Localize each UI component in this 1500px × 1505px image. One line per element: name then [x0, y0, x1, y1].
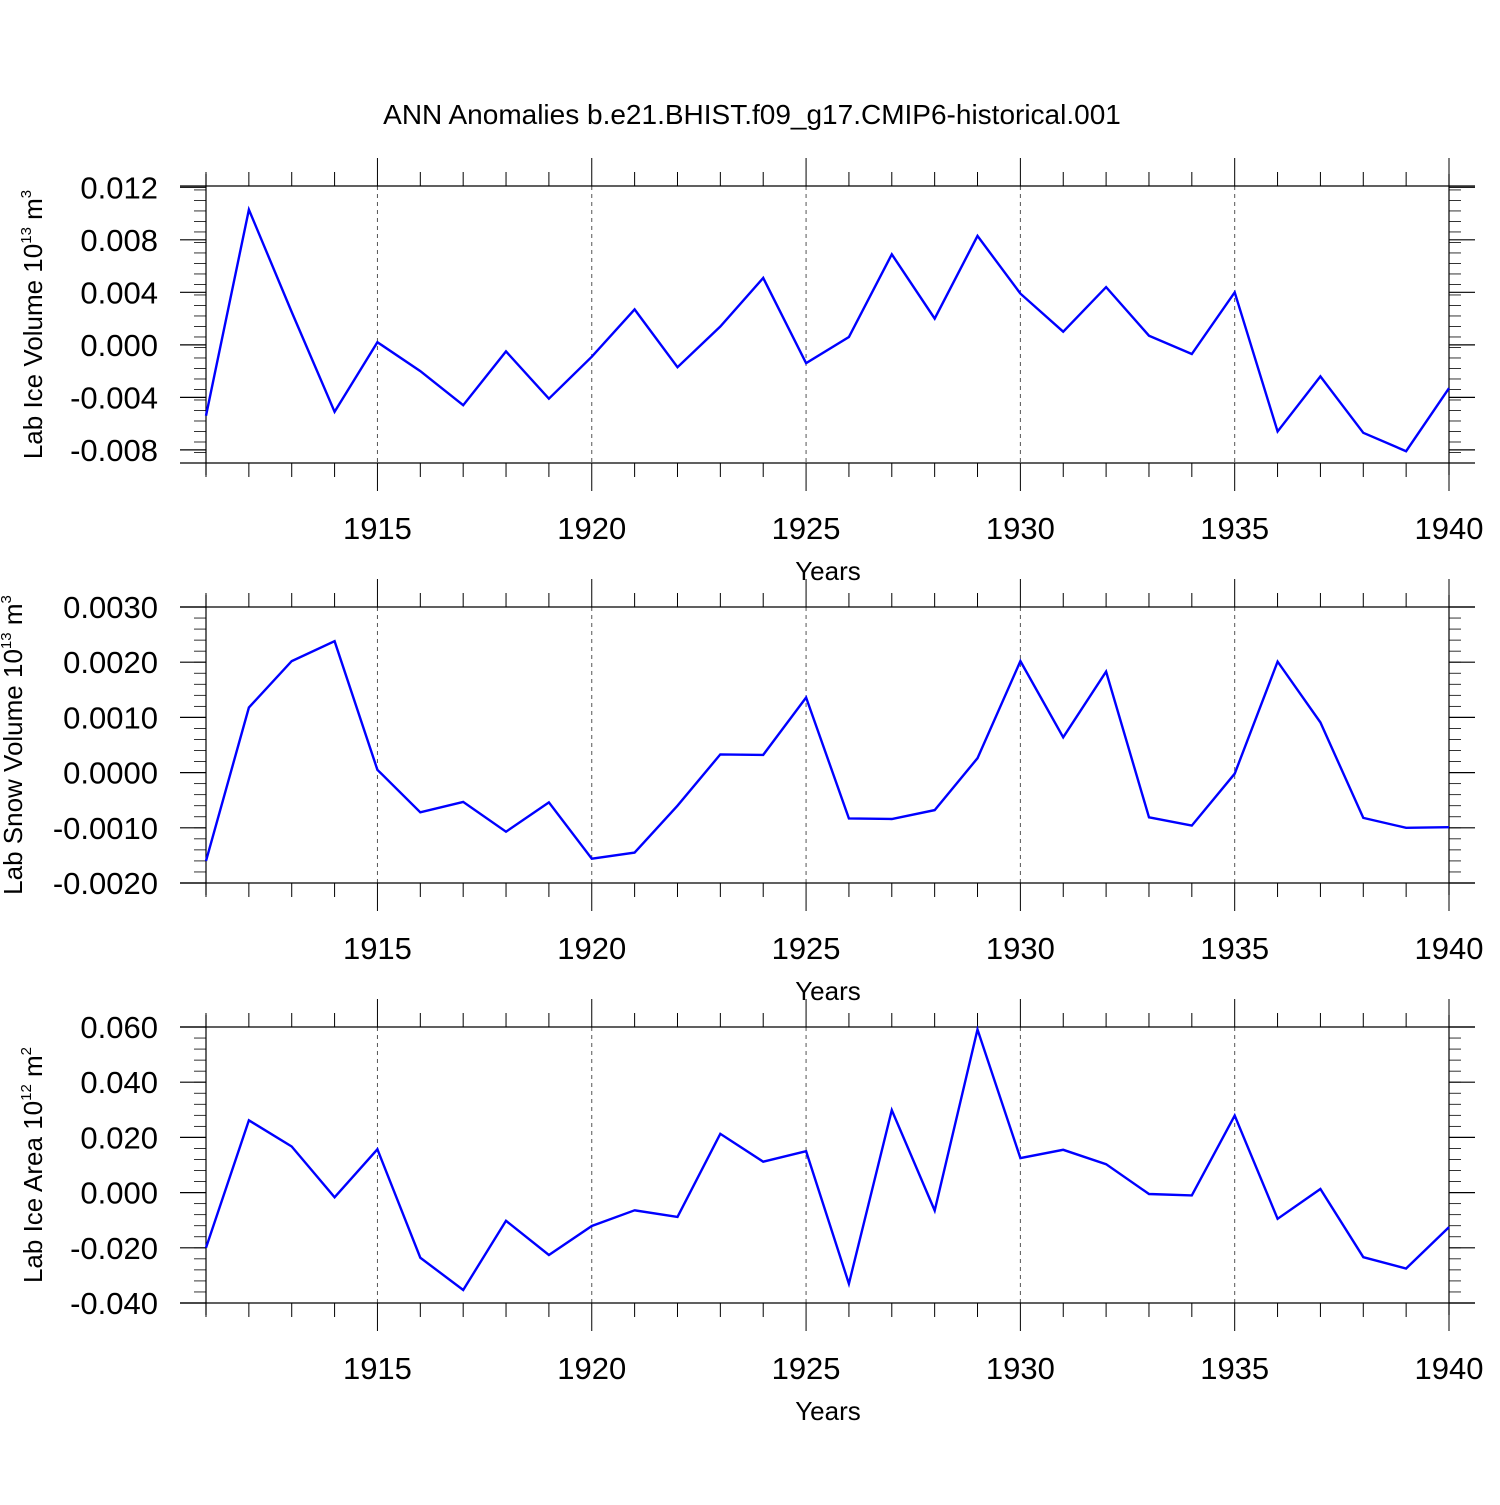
x-tick-label: 1920: [557, 931, 626, 966]
x-tick-label: 1940: [1415, 1351, 1484, 1386]
x-axis-label: Years: [795, 556, 861, 586]
y-tick-label: -0.004: [70, 380, 158, 415]
x-tick-label: 1935: [1200, 931, 1269, 966]
chart-panel-3: -0.040 -0.020 0.000 0.020 0.040 0.060 1915 1920…: [18, 999, 1483, 1426]
x-tick-label: 1915: [343, 1351, 412, 1386]
x-tick-label: 1930: [986, 931, 1055, 966]
y-tick-label: 0.0030: [63, 590, 158, 625]
x-axis-label: Years: [795, 1396, 861, 1426]
y-tick-label: -0.008: [70, 433, 158, 468]
y-tick-label: 0.020: [80, 1120, 158, 1155]
x-tick-label: 1920: [557, 511, 626, 546]
y-tick-label: 0.012: [80, 170, 158, 205]
y-tick-label: 0.040: [80, 1065, 158, 1100]
x-tick-label: 1940: [1415, 511, 1484, 546]
x-tick-label: 1925: [772, 931, 841, 966]
x-tick-label: 1915: [343, 511, 412, 546]
x-tick-label: 1920: [557, 1351, 626, 1386]
x-tick-label: 1925: [772, 511, 841, 546]
x-tick-label: 1935: [1200, 511, 1269, 546]
x-tick-label: 1935: [1200, 1351, 1269, 1386]
y-axis-label: Lab Ice Volume 1013 m3: [18, 190, 48, 459]
chart-panel-1: -0.008 -0.004 0.000 0.004 0.008 0.012 1915 1920…: [18, 158, 1483, 586]
y-tick-label: 0.060: [80, 1010, 158, 1045]
y-tick-label: -0.020: [70, 1231, 158, 1266]
y-tick-label: 0.000: [80, 1176, 158, 1211]
y-tick-label: 0.000: [80, 328, 158, 363]
series-line: [204, 1025, 1450, 1292]
y-tick-label: 0.004: [80, 275, 158, 310]
x-tick-label: 1925: [772, 1351, 841, 1386]
y-tick-label: -0.0010: [53, 811, 158, 846]
chart-panel-2: -0.0020 -0.0010 0.0000 0.0010 0.0020 0.0030 19…: [0, 579, 1483, 1006]
y-tick-label: -0.040: [70, 1286, 158, 1321]
y-axis-label: Lab Snow Volume 1013 m3: [0, 595, 28, 895]
x-tick-label: 1930: [986, 511, 1055, 546]
y-tick-label: 0.008: [80, 223, 158, 258]
x-tick-label: 1930: [986, 1351, 1055, 1386]
y-tick-label: 0.0010: [63, 700, 158, 735]
y-tick-label: 0.0000: [63, 756, 158, 791]
chart-title: ANN Anomalies b.e21.BHIST.f09_g17.CMIP6-…: [383, 99, 1121, 130]
y-tick-label: -0.0020: [53, 866, 158, 901]
series-line: [204, 205, 1450, 453]
series-line: [204, 639, 1450, 862]
x-tick-label: 1940: [1415, 931, 1484, 966]
x-tick-label: 1915: [343, 931, 412, 966]
y-tick-label: 0.0020: [63, 645, 158, 680]
y-axis-label: Lab Ice Area 1012 m2: [18, 1047, 48, 1283]
x-axis-label: Years: [795, 976, 861, 1006]
